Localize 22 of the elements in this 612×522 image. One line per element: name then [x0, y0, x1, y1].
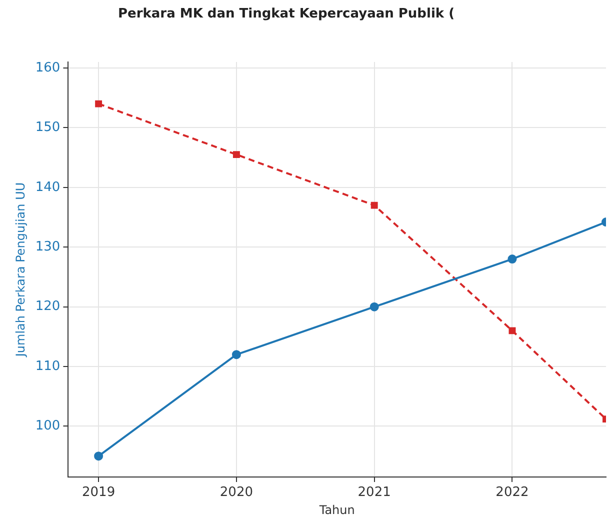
point [370, 202, 378, 209]
point [94, 452, 104, 461]
chart-title: Perkara MK dan Tingkat Kepercayaan Publik ( [118, 6, 455, 22]
y-tick-label: 130 [35, 239, 60, 254]
x-tick-label: 2021 [358, 485, 391, 500]
y-tick-label: 100 [35, 418, 60, 434]
y-tick-label: 150 [35, 120, 60, 136]
y-tick-label: 110 [35, 358, 60, 374]
x-tick-label: 2020 [220, 485, 253, 500]
point [508, 327, 516, 334]
y-axis-title: Jumlah Perkara Pengujian UU [13, 182, 28, 358]
point [370, 302, 379, 312]
point [232, 350, 241, 360]
y-tick-label: 140 [35, 180, 60, 195]
x-tick-label: 2022 [496, 485, 529, 500]
y-tick-label: 120 [35, 299, 60, 314]
x-axis-title: Tahun [318, 502, 355, 517]
y-tick-label: 160 [35, 60, 60, 76]
x-tick-label: 2019 [82, 485, 116, 500]
point [232, 151, 240, 158]
point [95, 100, 102, 108]
point [508, 254, 517, 264]
